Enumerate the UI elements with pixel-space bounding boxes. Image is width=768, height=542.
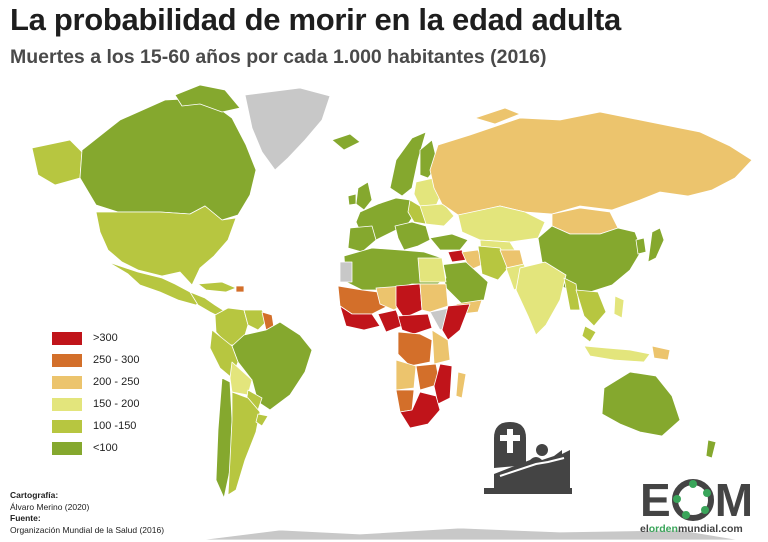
legend-item: 200 - 250 bbox=[52, 371, 139, 393]
logo-url-part: el bbox=[640, 523, 649, 535]
logo-mark: E M bbox=[640, 474, 760, 526]
credit-source-label: Fuente: bbox=[10, 513, 41, 523]
logo-url-part: mundial.com bbox=[677, 523, 743, 535]
region-congo bbox=[397, 331, 433, 367]
legend-swatch bbox=[52, 375, 82, 389]
region-somalia bbox=[441, 303, 471, 341]
region-nigeria bbox=[377, 309, 403, 333]
credits: Cartografía: Álvaro Merino (2020) Fuente… bbox=[10, 490, 164, 536]
region-chile bbox=[215, 377, 233, 499]
globe-o-icon bbox=[671, 479, 714, 521]
region-australia bbox=[601, 371, 681, 437]
region-argentina bbox=[227, 391, 261, 496]
world-map bbox=[31, 84, 753, 541]
region-namibia bbox=[395, 389, 415, 413]
eom-logo: E M elordenmundial.com bbox=[640, 474, 760, 535]
region-uk bbox=[355, 181, 373, 211]
legend-label: <100 bbox=[93, 442, 118, 454]
region-png bbox=[651, 345, 671, 361]
region-uruguay bbox=[255, 413, 269, 427]
region-indochina bbox=[575, 289, 607, 327]
region-antarctica bbox=[199, 527, 741, 541]
legend-item: >300 bbox=[52, 327, 139, 349]
region-canada-islands bbox=[174, 84, 241, 113]
credit-cartography: Álvaro Merino (2020) bbox=[10, 501, 90, 512]
region-angola bbox=[395, 359, 417, 391]
region-norway-sweden bbox=[389, 131, 427, 197]
grave-person-icon bbox=[484, 422, 572, 494]
legend-item: 250 - 300 bbox=[52, 349, 139, 371]
region-malaysia bbox=[581, 325, 597, 343]
region-myanmar bbox=[563, 277, 581, 311]
region-japan bbox=[647, 227, 665, 263]
logo-letter-e: E bbox=[640, 474, 671, 526]
legend-label: 200 - 250 bbox=[93, 376, 140, 388]
legend: >300 250 - 300 200 - 250 150 - 200 100 -… bbox=[52, 327, 139, 459]
region-italy-balkans bbox=[394, 221, 431, 251]
lying-person-shape bbox=[494, 450, 570, 488]
logo-url: elordenmundial.com bbox=[640, 523, 760, 535]
legend-item: <100 bbox=[52, 437, 139, 459]
map-title: La probabilidad de morir en la edad adul… bbox=[10, 2, 621, 37]
region-new-zealand bbox=[705, 439, 717, 459]
cross-horizontal bbox=[500, 435, 520, 441]
region-madagascar bbox=[455, 371, 467, 399]
legend-swatch bbox=[52, 419, 82, 433]
legend-swatch bbox=[52, 441, 82, 455]
region-russia bbox=[429, 111, 753, 216]
logo-url-highlight: orden bbox=[648, 523, 678, 535]
credit-cartography-label: Cartografía: bbox=[10, 490, 59, 500]
region-turkey bbox=[429, 233, 469, 251]
ground-bar bbox=[484, 488, 572, 494]
legend-swatch bbox=[52, 397, 82, 411]
region-greenland bbox=[244, 87, 331, 171]
region-southern-africa bbox=[399, 391, 441, 429]
region-east-africa bbox=[431, 329, 451, 365]
region-korea bbox=[635, 237, 647, 255]
legend-label: 250 - 300 bbox=[93, 354, 140, 366]
region-iceland bbox=[331, 133, 361, 151]
region-india bbox=[515, 261, 567, 336]
region-egypt bbox=[417, 257, 447, 283]
region-bolivia bbox=[229, 361, 253, 396]
region-ireland bbox=[347, 193, 357, 206]
legend-label: >300 bbox=[93, 332, 118, 344]
logo-letter-m: M bbox=[714, 474, 754, 526]
region-central-africa-red bbox=[397, 313, 433, 335]
region-russia-islands bbox=[474, 107, 521, 125]
blanket-line bbox=[499, 457, 565, 477]
region-canada bbox=[79, 97, 257, 221]
region-iberia bbox=[347, 225, 377, 253]
legend-swatch bbox=[52, 353, 82, 367]
person-head bbox=[536, 444, 548, 456]
region-west-africa-red bbox=[339, 305, 381, 331]
region-mozambique bbox=[433, 363, 453, 405]
region-venezuela bbox=[243, 309, 269, 331]
region-poland-east bbox=[407, 199, 427, 225]
region-alaska bbox=[31, 139, 83, 186]
region-western-sahara bbox=[339, 261, 353, 283]
legend-swatch bbox=[52, 331, 82, 345]
credit-source: Organización Mundial de la Salud (2016) bbox=[10, 524, 165, 535]
legend-item: 100 -150 bbox=[52, 415, 139, 437]
region-haiti bbox=[235, 285, 245, 293]
map-subtitle: Muertes a los 15-60 años por cada 1.000 … bbox=[10, 46, 547, 68]
region-caribbean bbox=[197, 281, 237, 293]
region-philippines bbox=[613, 295, 625, 319]
region-chad bbox=[395, 283, 423, 319]
legend-item: 150 - 200 bbox=[52, 393, 139, 415]
region-sudan bbox=[419, 283, 449, 313]
legend-label: 100 -150 bbox=[93, 420, 137, 432]
region-usa bbox=[95, 205, 237, 286]
legend-label: 150 - 200 bbox=[93, 398, 140, 410]
region-indonesia bbox=[583, 345, 651, 363]
